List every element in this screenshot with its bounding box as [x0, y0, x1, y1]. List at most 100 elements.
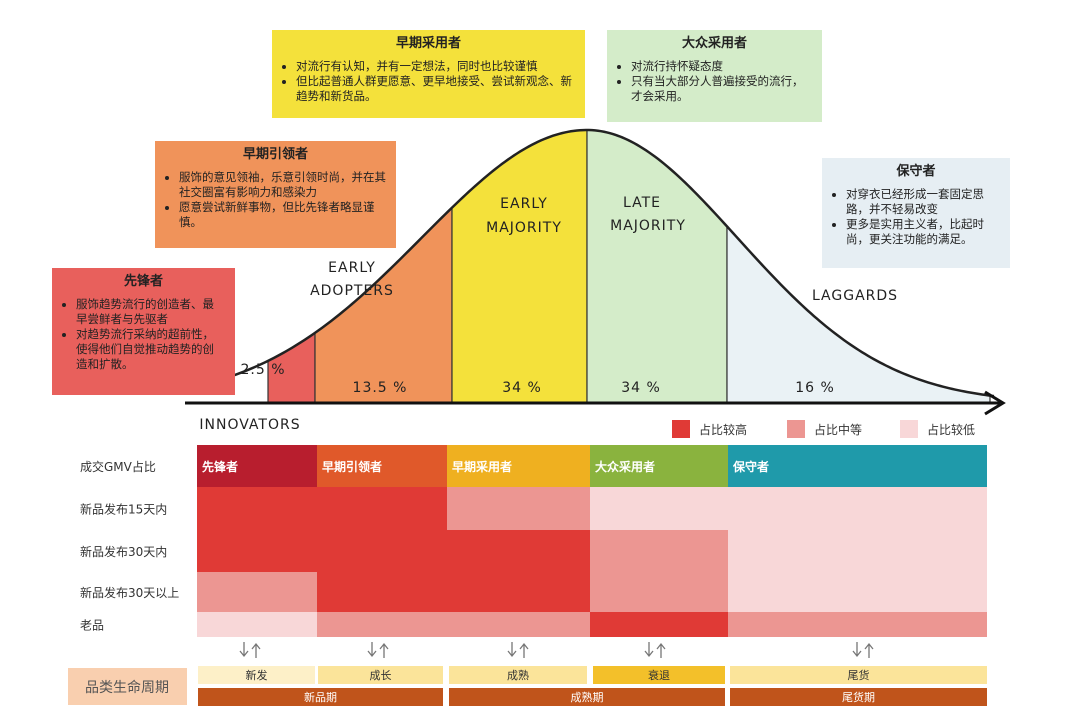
row-label: 新品发布30天以上 [80, 585, 179, 600]
stage [730, 666, 987, 684]
cell [447, 612, 590, 637]
stage [198, 666, 315, 684]
cell [317, 487, 447, 530]
stage [593, 666, 725, 684]
row-label: 新品发布15天内 [80, 502, 167, 517]
bullet-list: 服饰的意见领袖，乐意引领时尚，并在其社交圈富有影响力和感染力愿意尝试新鲜事物，但… [165, 170, 386, 230]
cell [197, 487, 317, 530]
bullet: 对流行持怀疑态度 [631, 59, 812, 74]
box-title: 大众采用者 [681, 36, 747, 51]
cell [197, 612, 317, 637]
box-title: 早期引领者 [242, 147, 308, 162]
box: 保守者对穿衣已经形成一套固定思路，并不轻易改变更多是实用主义者，比起时尚，更关注… [822, 158, 1010, 268]
cell [728, 530, 987, 572]
bullet: 但比起普通人群更愿意、更早地接受、尝试新观念、新趋势和新货品。 [296, 74, 575, 104]
bullet: 只有当大部分人普遍接受的流行，才会采用。 [631, 74, 812, 104]
stage-label: 尾货 [848, 668, 870, 682]
stage [318, 666, 443, 684]
period-label: 新品期 [304, 690, 337, 704]
cell [447, 572, 590, 612]
legend-label: 占比较低 [927, 422, 975, 437]
stage [449, 666, 587, 684]
period-label: 尾货期 [842, 690, 875, 704]
header-cell [317, 445, 447, 487]
curve-label: LAGGARDS [812, 288, 898, 304]
curve-segment [586, 129, 728, 404]
bullet-list: 对穿衣已经形成一套固定思路，并不轻易改变更多是实用主义者，比起时尚，更关注功能的… [832, 187, 1000, 247]
cell [728, 487, 987, 530]
box-title: 保守者 [896, 164, 936, 179]
box-title: 早期采用者 [395, 36, 461, 51]
curve-segment [451, 129, 588, 404]
header-cell [447, 445, 590, 487]
bullet: 愿意尝试新鲜事物，但比先锋者略显谨慎。 [179, 200, 386, 230]
curve-label: 34 % [621, 380, 661, 396]
header-label: 先锋者 [202, 459, 238, 474]
curve-label: ADOPTERS [310, 283, 394, 299]
bullet: 对趋势流行采纳的超前性，使得他们自觉推动趋势的创造和扩散。 [76, 327, 225, 372]
header-cell [197, 445, 317, 487]
axis-arrow [984, 390, 1006, 416]
curve-label: EARLY [328, 260, 376, 276]
cell [447, 487, 590, 530]
curve-label: EARLY [500, 196, 548, 212]
cell [317, 530, 447, 572]
cell [447, 530, 590, 572]
curve-label: INNOVATORS [199, 417, 300, 433]
cell [728, 572, 987, 612]
box: 早期采用者对流行有认知，并有一定想法，同时也比较谨慎但比起普通人群更愿意、更早地… [272, 30, 585, 118]
box: 早期引领者服饰的意见领袖，乐意引领时尚，并在其社交圈富有影响力和感染力愿意尝试新… [155, 141, 396, 248]
row-label: 老品 [80, 619, 104, 633]
bullet: 更多是实用主义者，比起时尚，更关注功能的满足。 [846, 217, 1000, 247]
legend-swatch [787, 420, 805, 438]
bullet: 服饰趋势流行的创造者、最早尝鲜者与先驱者 [76, 297, 225, 327]
cell [197, 530, 317, 572]
arrow [239, 642, 261, 658]
bullet: 服饰的意见领袖，乐意引领时尚，并在其社交圈富有影响力和感染力 [179, 170, 386, 200]
bullet-list: 对流行持怀疑态度只有当大部分人普遍接受的流行，才会采用。 [617, 59, 812, 104]
legend-swatch [900, 420, 918, 438]
bullet-list: 服饰趋势流行的创造者、最早尝鲜者与先驱者对趋势流行采纳的超前性，使得他们自觉推动… [62, 297, 225, 372]
header-label: 早期引领者 [322, 459, 382, 474]
stage-label: 新发 [246, 668, 268, 682]
header-label: 早期采用者 [452, 459, 512, 474]
arrow [852, 642, 874, 658]
arrow [507, 642, 529, 658]
row-label: 成交GMV占比 [80, 459, 156, 474]
header-label: 大众采用者 [595, 459, 655, 474]
cell [317, 612, 447, 637]
box: 先锋者服饰趋势流行的创造者、最早尝鲜者与先驱者对趋势流行采纳的超前性，使得他们自… [52, 268, 235, 395]
legend-swatch [672, 420, 690, 438]
period [449, 688, 725, 706]
bullet-list: 对流行有认知，并有一定想法，同时也比较谨慎但比起普通人群更愿意、更早地接受、尝试… [282, 59, 575, 104]
arrow [644, 642, 666, 658]
stage-label: 成熟 [507, 668, 529, 682]
stage-label: 衰退 [648, 668, 670, 682]
legend-label: 占比中等 [814, 422, 862, 437]
header-cell [590, 445, 728, 487]
stage-label: 成长 [370, 669, 392, 682]
period [730, 688, 987, 706]
bullet: 对穿衣已经形成一套固定思路，并不轻易改变 [846, 187, 1000, 217]
curve-label: LATE [623, 195, 661, 211]
curve-label: 2.5 % [240, 362, 285, 378]
box: 大众采用者对流行持怀疑态度只有当大部分人普遍接受的流行，才会采用。 [607, 30, 822, 122]
curve-label: 13.5 % [353, 380, 408, 396]
cell [590, 572, 728, 612]
bullet: 对流行有认知，并有一定想法，同时也比较谨慎 [296, 59, 575, 74]
curve-label: 16 % [795, 380, 835, 396]
bell-curve [189, 128, 995, 398]
period [198, 688, 443, 706]
curve-label: MAJORITY [486, 220, 562, 236]
header-cell [728, 445, 987, 487]
curve-label: 34 % [502, 380, 542, 396]
cell [590, 487, 728, 530]
curve-label: MAJORITY [610, 218, 686, 234]
cell [197, 572, 317, 612]
arrow [367, 642, 389, 658]
row-label: 新品发布30天内 [80, 544, 167, 559]
header-label: 保守者 [732, 459, 769, 474]
cell [317, 572, 447, 612]
